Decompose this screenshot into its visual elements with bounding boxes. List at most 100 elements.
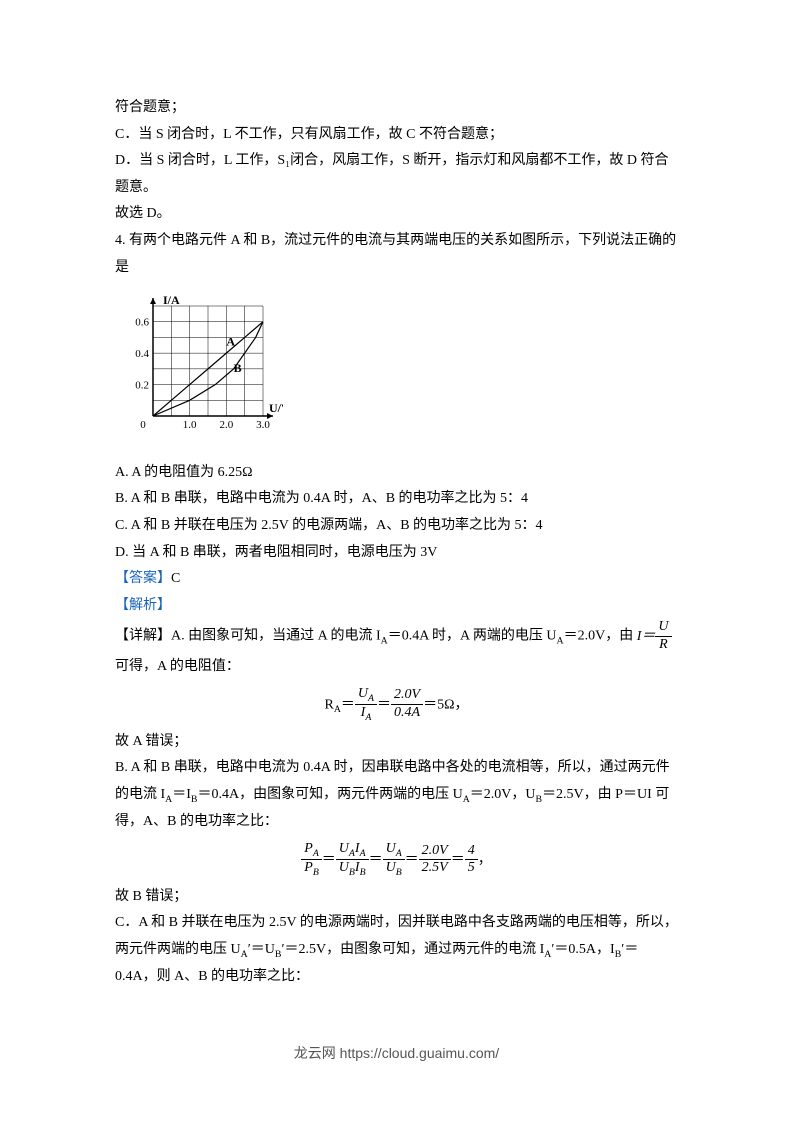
text: ＝0.4A，由图象可知，两元件两端的电压 U: [197, 787, 462, 802]
denominator: UB: [383, 860, 405, 879]
text: ＝2.0V，由: [564, 629, 637, 644]
paragraph: 故 B 错误；: [115, 884, 678, 911]
var: U: [339, 841, 349, 856]
var: U: [358, 686, 368, 701]
numerator: 2.0V: [419, 843, 451, 861]
denominator: 2.5V: [419, 860, 451, 877]
answer-line: 【答案】C: [115, 566, 678, 593]
denominator: 0.4A: [391, 705, 423, 722]
numerator: 2.0V: [391, 687, 423, 705]
numerator: UAIA: [336, 841, 369, 861]
page-content: 符合题意； C．当 S 闭合时，L 不工作，只有风扇工作，故 C 不符合题意； …: [115, 95, 678, 991]
fraction: 2.0V2.5V: [419, 843, 451, 878]
denominator: 5: [465, 860, 478, 877]
text: ′＝0.5A，I: [551, 942, 614, 957]
answer-label: 【答案】: [115, 571, 171, 586]
sub: A: [313, 848, 319, 859]
fraction: 2.0V0.4A: [391, 687, 423, 722]
text: ＝2.0V，U: [470, 787, 536, 802]
formula-ra: RA＝UAIA＝2.0V0.4A＝5Ω，: [115, 686, 678, 724]
fraction: UR: [655, 619, 671, 654]
sub: A: [396, 848, 402, 859]
denominator: UBIB: [336, 860, 369, 879]
svg-text:0.4: 0.4: [135, 348, 149, 360]
var: U: [386, 841, 396, 856]
i-eq: I＝: [637, 629, 656, 644]
answer-value: C: [171, 571, 180, 586]
svg-text:0.6: 0.6: [135, 317, 149, 329]
sub: B: [360, 867, 366, 878]
svg-text:I/A: I/A: [163, 293, 180, 307]
denominator: PB: [301, 860, 322, 879]
text: A. 由图象可知，当通过 A 的电流 I: [171, 629, 381, 644]
svg-text:2.0: 2.0: [219, 419, 233, 431]
result: ＝5Ω，: [423, 697, 468, 712]
paragraph: 可得，A 的电阻值：: [115, 654, 678, 681]
paragraph: C．当 S 闭合时，L 不工作，只有风扇工作，故 C 不符合题意；: [115, 122, 678, 149]
numerator: 4: [465, 843, 478, 861]
analysis-label-text: 【解析】: [115, 598, 171, 613]
detail-a: 【详解】A. 由图象可知，当通过 A 的电流 IA＝0.4A 时，A 两端的电压…: [115, 619, 678, 654]
fraction: UAIA: [355, 686, 377, 724]
svg-text:U/V: U/V: [269, 401, 283, 415]
formula-pb: PAPB＝UAIAUBIB＝UAUB＝2.0V2.5V＝45，: [115, 841, 678, 879]
eq: ＝: [377, 697, 391, 712]
text: ′＝2.5V，由图象可知，通过两元件的电流 I: [281, 942, 544, 957]
comma: ，: [478, 852, 492, 867]
fraction: 45: [465, 843, 478, 878]
numerator: PA: [301, 841, 322, 861]
detail-b: B. A 和 B 串联，电路中电流为 0.4A 时，因串联电路中各处的电流相等，…: [115, 755, 678, 836]
option-d: D. 当 A 和 B 串联，两者电阻相同时，电源电压为 3V: [115, 540, 678, 567]
option-b: B. A 和 B 串联，电路中电流为 0.4A 时，A、B 的电功率之比为 5：…: [115, 486, 678, 513]
sub: A: [368, 692, 374, 703]
chart-svg: 1.0 2.0 3.0 0.2 0.4 0.6 0 I/A U/V AB: [123, 291, 283, 441]
var: P: [304, 841, 313, 856]
option-c: C. A 和 B 并联在电压为 2.5V 的电源两端，A、B 的电功率之比为 5…: [115, 513, 678, 540]
detail-c: C．A 和 B 并联在电压为 2.5V 的电源两端时，因并联电路中各支路两端的电…: [115, 910, 678, 991]
var: U: [386, 860, 396, 875]
detail-label: 【详解】: [115, 629, 171, 644]
text: ＝0.4A 时，A 两端的电压 U: [388, 629, 557, 644]
eq: ＝: [451, 852, 465, 867]
fraction: PAPB: [301, 841, 322, 879]
iv-chart: 1.0 2.0 3.0 0.2 0.4 0.6 0 I/A U/V AB: [123, 291, 678, 452]
fraction: UAIAUBIB: [336, 841, 369, 879]
var: P: [304, 860, 313, 875]
eq: ＝: [405, 852, 419, 867]
numerator: UA: [383, 841, 405, 861]
sub: B: [396, 867, 402, 878]
paragraph: D．当 S 闭合时，L 工作，S₁闭合，风扇工作，S 断开，指示灯和风扇都不工作…: [115, 148, 678, 201]
denominator: R: [655, 637, 671, 654]
svg-text:0.2: 0.2: [135, 380, 149, 392]
ra-label: R: [325, 697, 334, 712]
svg-text:0: 0: [140, 419, 146, 431]
paragraph: 故 A 错误；: [115, 729, 678, 756]
denominator: IA: [355, 705, 377, 724]
eq: ＝: [322, 852, 336, 867]
option-a: A. A 的电阻值为 6.25Ω: [115, 460, 678, 487]
page-footer: 龙云网 https://cloud.guaimu.com/: [0, 1040, 793, 1067]
fraction: UAUB: [383, 841, 405, 879]
svg-text:1.0: 1.0: [183, 419, 197, 431]
formula-inline: I＝UR: [637, 629, 672, 644]
sub: B: [313, 867, 319, 878]
paragraph: 故选 D。: [115, 201, 678, 228]
eq: ＝: [341, 697, 355, 712]
paragraph: 符合题意；: [115, 95, 678, 122]
analysis-label: 【解析】: [115, 593, 678, 620]
numerator: UA: [355, 686, 377, 706]
svg-text:3.0: 3.0: [256, 419, 270, 431]
svg-text:B: B: [234, 361, 242, 375]
sub-a: A: [381, 636, 388, 647]
eq: ＝: [369, 852, 383, 867]
sub-a: A: [241, 949, 248, 960]
sub-a: A: [463, 794, 470, 805]
sub-a: A: [334, 704, 341, 715]
question-stem: 4. 有两个电路元件 A 和 B，流过元件的电流与其两端电压的关系如图所示，下列…: [115, 228, 678, 281]
svg-text:A: A: [226, 334, 235, 348]
text: ′＝U: [248, 942, 275, 957]
var: U: [339, 860, 349, 875]
sub-a: A: [557, 636, 564, 647]
text: ＝I: [172, 787, 191, 802]
numerator: U: [655, 619, 671, 637]
